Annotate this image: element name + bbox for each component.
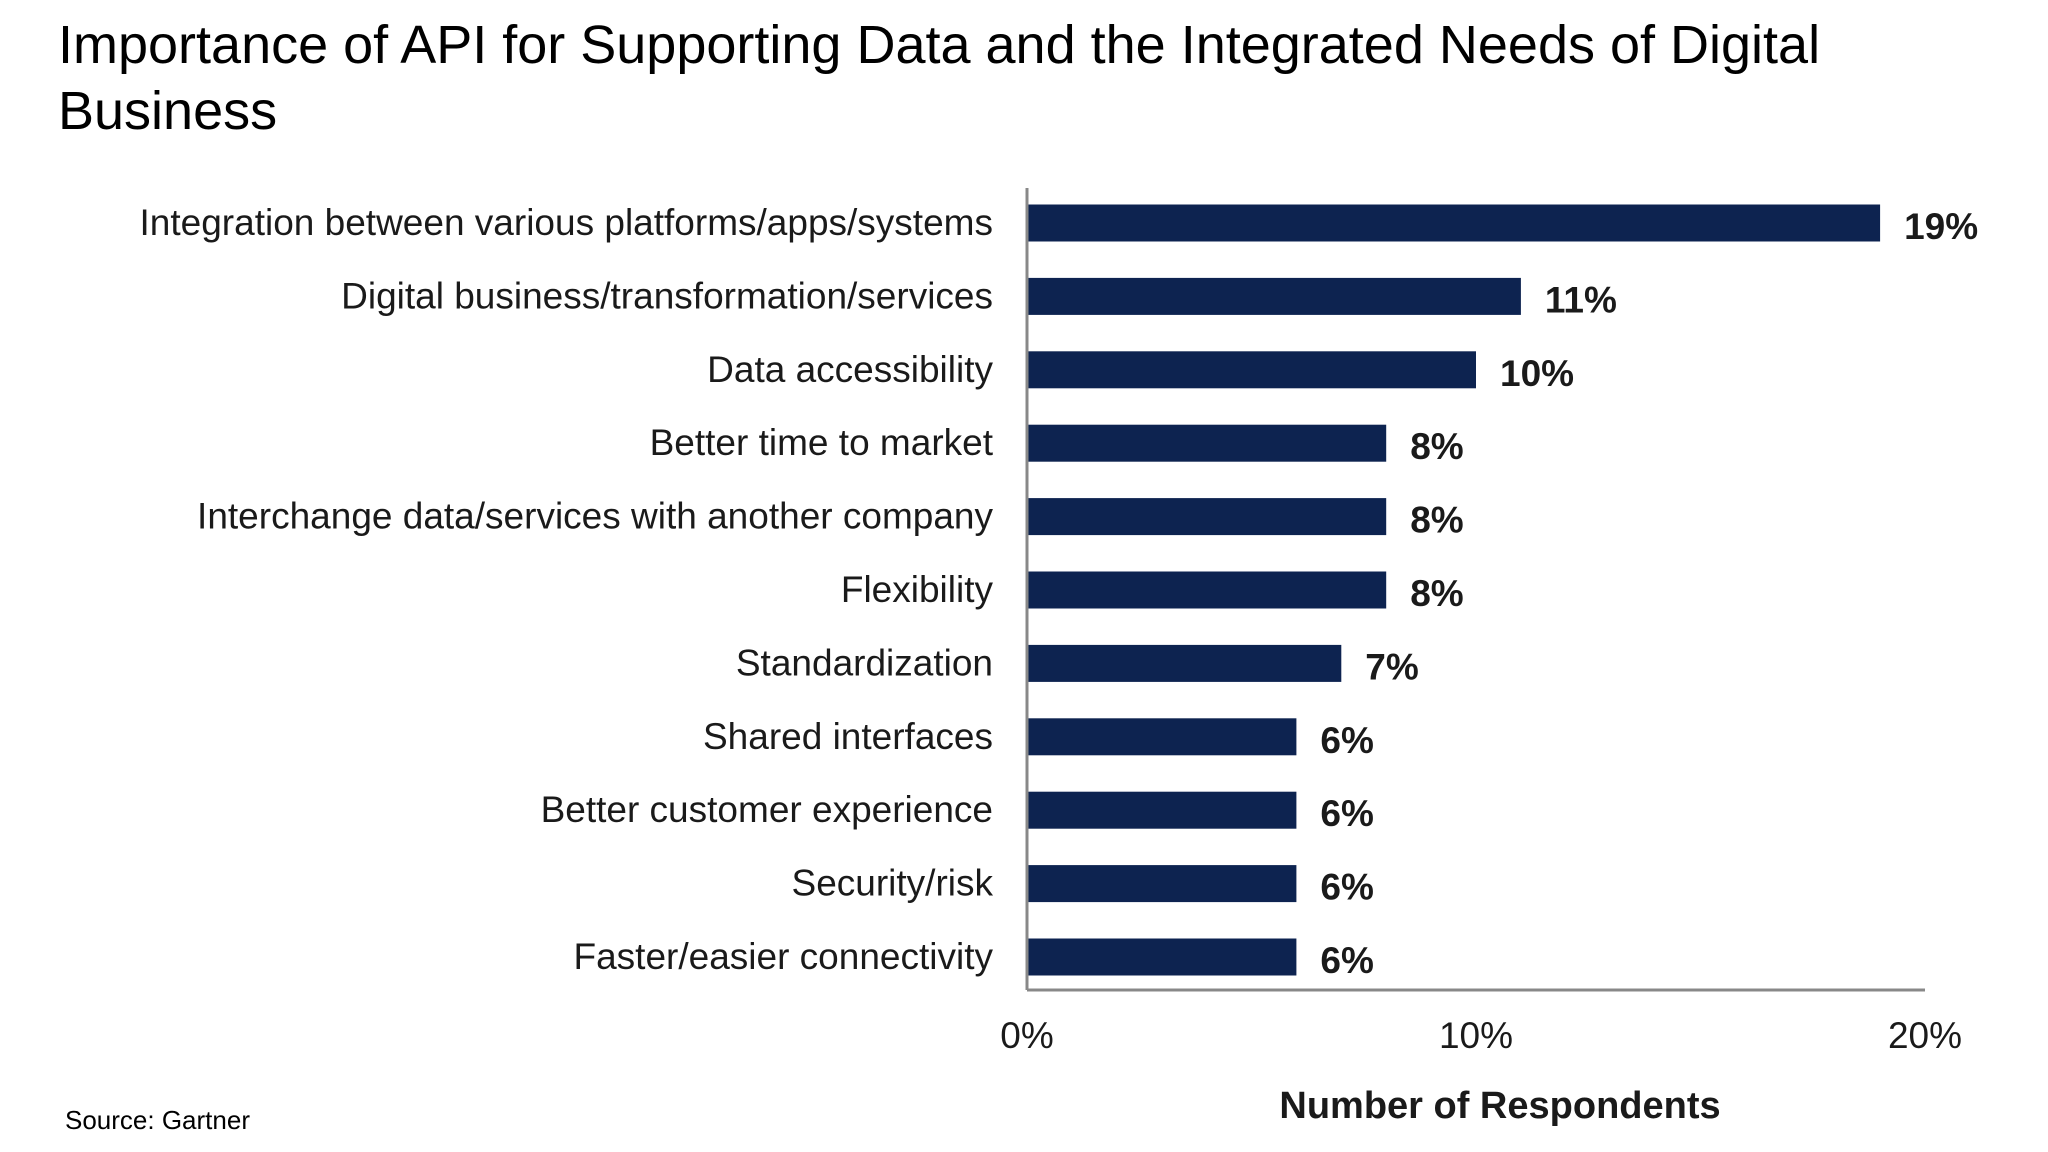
bar — [1027, 277, 1521, 315]
category-label: Security/risk — [792, 863, 994, 904]
bar — [1027, 204, 1881, 242]
category-label: Better time to market — [650, 422, 994, 463]
category-label: Interchange data/services with another c… — [197, 496, 993, 537]
value-label: 19% — [1904, 206, 1978, 247]
value-label: 8% — [1410, 426, 1463, 467]
slide-title: Importance of API for Supporting Data an… — [58, 15, 1821, 141]
x-tick-labels-group: 0% 10% 20% — [1000, 1015, 1962, 1056]
category-label: Integration between various platforms/ap… — [140, 202, 993, 243]
source-note: Source: Gartner — [65, 1105, 250, 1135]
value-label: 7% — [1365, 646, 1418, 687]
bar — [1027, 718, 1297, 756]
category-label: Better customer experience — [541, 789, 993, 830]
category-label: Data accessibility — [707, 349, 993, 390]
category-label: Flexibility — [841, 569, 994, 610]
value-label: 8% — [1410, 500, 1463, 541]
category-label: Faster/easier connectivity — [573, 936, 993, 977]
category-label: Shared interfaces — [703, 716, 993, 757]
value-label: 6% — [1320, 720, 1373, 761]
x-axis-title: Number of Respondents — [1279, 1085, 1720, 1127]
category-label: Digital business/transformation/services — [341, 275, 993, 316]
x-tick-label: 10% — [1439, 1015, 1513, 1056]
bar — [1027, 938, 1297, 976]
bar — [1027, 644, 1342, 682]
bar — [1027, 791, 1297, 829]
value-labels-group: 19% 11% 10% 8% 8% 8% 7% 6% 6% 6% 6% — [1320, 206, 1978, 981]
value-label: 11% — [1545, 279, 1617, 320]
value-label: 10% — [1500, 353, 1574, 394]
value-label: 6% — [1320, 867, 1373, 908]
value-label: 6% — [1320, 793, 1373, 834]
bar — [1027, 498, 1387, 536]
category-label: Standardization — [736, 642, 993, 683]
category-labels-group: Integration between various platforms/ap… — [140, 202, 994, 977]
bar — [1027, 351, 1476, 389]
x-tick-label: 20% — [1888, 1015, 1962, 1056]
x-tick-label: 0% — [1000, 1015, 1053, 1056]
value-label: 8% — [1410, 573, 1463, 614]
bar — [1027, 865, 1297, 903]
bar — [1027, 424, 1387, 462]
bars-group — [1027, 204, 1881, 976]
bar — [1027, 571, 1387, 609]
value-label: 6% — [1320, 940, 1373, 981]
